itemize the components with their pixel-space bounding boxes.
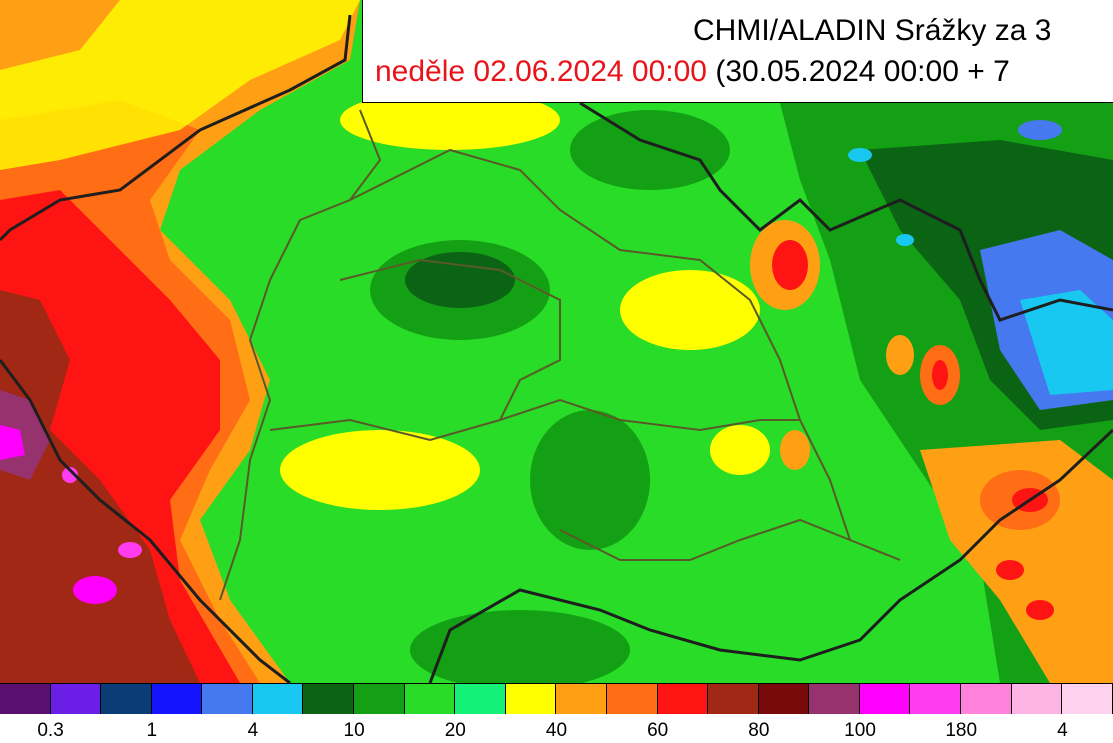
legend-swatch [1011,684,1063,714]
legend-swatch [708,684,759,714]
legend-swatch [101,684,152,714]
legend-swatch [960,684,1012,714]
precipitation-map [0,0,1113,683]
precipitation-field [0,0,1113,683]
valid-date: neděle 02.06.2024 00:00 [375,55,707,88]
legend-swatch [1062,684,1113,714]
legend-swatch [758,684,810,714]
legend-swatch [202,684,253,714]
legend-tick-label: 20 [444,720,466,741]
legend-swatch [0,684,51,714]
legend-tick-label: 180 [945,720,978,741]
legend-tick-label: 0.3 [37,720,64,741]
map-title: CHMI/ALADIN Srážky za 3 [693,14,1052,47]
legend-tick-label: 4 [247,720,259,741]
legend-swatch [303,684,355,714]
legend-swatch [606,684,658,714]
legend-swatch [252,684,304,714]
legend-tick-label: 60 [647,720,669,741]
legend-swatch [910,684,961,714]
forecast-range: (30.05.2024 00:00 + 7 [715,55,1010,88]
legend-tick-label: 100 [844,720,876,741]
legend-swatch [50,684,102,714]
legend-tick-label: 4 [1057,720,1068,741]
legend-swatch [657,684,709,714]
legend-swatch [859,684,911,714]
legend-color-bar [0,684,1113,714]
legend-tick-label: 80 [748,720,770,741]
legend-tick-label: 1 [146,720,158,741]
color-legend: 0.3 1 4 10 20 40 60 80 100 180 4 [0,683,1113,743]
legend-swatch [809,684,860,714]
legend-swatch [556,684,607,714]
legend-swatch [505,684,557,714]
legend-swatch [354,684,405,714]
title-box: CHMI/ALADIN Srážky za 3 neděle 02.06.202… [362,0,1113,103]
legend-swatch [404,684,456,714]
legend-swatch [455,684,506,714]
legend-tick-label: 10 [343,720,365,741]
map-subtitle: neděle 02.06.2024 00:00 (30.05.2024 00:0… [375,55,1010,89]
legend-tick-label: 40 [545,720,568,741]
legend-swatch [151,684,203,714]
